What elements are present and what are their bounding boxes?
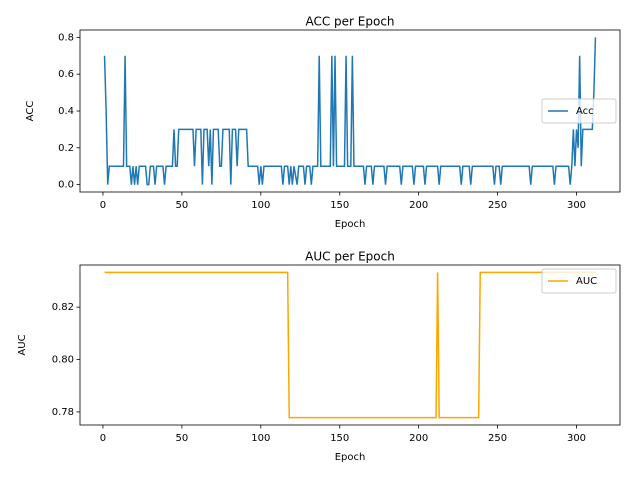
y-tick-label: 0.8	[58, 32, 74, 43]
x-tick-label: 150	[330, 200, 349, 211]
x-tick-label: 50	[176, 433, 189, 444]
plot-frame	[79, 264, 621, 426]
legend-label: Acc	[576, 106, 594, 117]
y-tick-label: 0.2	[58, 143, 74, 154]
legend-box	[541, 98, 617, 124]
x-tick-label: 100	[251, 433, 270, 444]
legend: Acc	[541, 98, 617, 124]
y-axis-label: AUC	[17, 334, 28, 355]
x-tick-label: 0	[100, 200, 106, 211]
y-tick-label: 0.80	[52, 355, 74, 366]
data-line	[104, 271, 596, 419]
x-tick-label: 300	[567, 433, 586, 444]
x-axis-label: Epoch	[335, 452, 366, 463]
plot-frame	[79, 29, 621, 193]
legend-label: AUC	[576, 276, 597, 287]
x-axis-label: Epoch	[335, 219, 366, 230]
x-tick-label: 200	[409, 200, 428, 211]
x-tick-label: 300	[567, 200, 586, 211]
y-tick-label: 0.82	[52, 302, 74, 313]
legend-box	[541, 268, 617, 294]
x-tick-label: 250	[488, 200, 507, 211]
x-tick-label: 150	[330, 433, 349, 444]
y-tick-label: 0.0	[58, 180, 74, 191]
x-tick-label: 0	[100, 433, 106, 444]
chart-title: ACC per Epoch	[305, 15, 394, 29]
y-tick-label: 0.78	[52, 407, 74, 418]
y-tick-label: 0.6	[58, 69, 74, 80]
chart-title: AUC per Epoch	[305, 250, 395, 264]
x-tick-label: 50	[176, 200, 189, 211]
legend: AUC	[541, 268, 617, 294]
data-line	[103, 37, 597, 186]
x-tick-label: 200	[409, 433, 428, 444]
y-axis-label: ACC	[25, 101, 36, 122]
x-tick-label: 250	[488, 433, 507, 444]
x-tick-label: 100	[251, 200, 270, 211]
y-tick-label: 0.4	[58, 106, 74, 117]
